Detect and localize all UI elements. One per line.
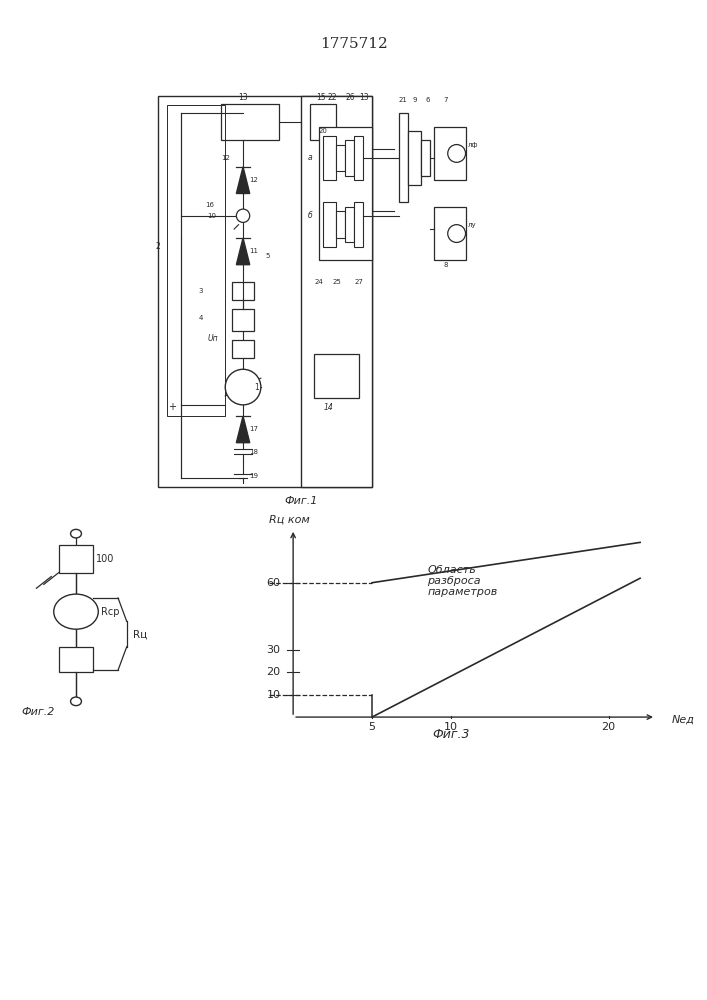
Bar [301,96,372,487]
Text: 18: 18 [250,449,259,455]
Text: 13: 13 [358,93,368,102]
Bar [232,340,254,358]
Circle shape [448,225,465,242]
Text: Rц: Rц [133,629,147,639]
Bar [434,207,465,260]
Text: 11: 11 [250,248,259,254]
Text: +: + [168,402,176,412]
Bar [59,647,93,672]
Text: 8: 8 [443,262,448,268]
Bar [314,354,358,398]
Bar [323,136,337,180]
Text: 2: 2 [156,242,160,251]
Circle shape [236,209,250,222]
Text: 100: 100 [96,554,114,564]
Text: 12: 12 [221,155,230,161]
Bar [310,104,337,140]
Bar [59,545,93,573]
Text: 15: 15 [317,93,326,102]
Circle shape [71,697,81,706]
Text: 19: 19 [250,473,259,479]
Bar [221,104,279,140]
Text: Rц ком: Rц ком [269,514,310,524]
Text: 20: 20 [267,667,281,677]
Text: 6: 6 [426,97,430,103]
Text: б: б [308,211,312,220]
Polygon shape [236,238,250,265]
Text: 22: 22 [327,93,337,102]
Text: 17: 17 [250,426,259,432]
Text: 13: 13 [238,93,248,102]
Text: 25: 25 [332,279,341,286]
Text: 1: 1 [254,383,259,392]
Text: 4: 4 [199,315,203,321]
Bar [399,113,408,202]
Bar [232,282,254,300]
Text: Фиг.3: Фиг.3 [432,728,469,741]
Text: 30: 30 [267,645,281,655]
Polygon shape [236,416,250,443]
Bar [158,96,372,487]
Circle shape [226,369,261,405]
Text: Rср: Rср [101,607,119,617]
Text: 26: 26 [346,93,355,102]
Text: Uп: Uп [207,334,218,343]
Text: 60: 60 [267,578,281,588]
Bar [354,202,363,247]
Bar [408,131,421,185]
Bar [337,211,346,238]
Text: 16: 16 [205,202,214,208]
Text: Фиг.2: Фиг.2 [22,707,55,717]
Bar [434,127,465,180]
Text: 9: 9 [412,97,416,103]
Text: 5: 5 [265,253,269,259]
Circle shape [71,529,81,538]
Text: 20: 20 [319,128,327,134]
Bar [232,309,254,331]
Text: 27: 27 [354,279,363,286]
Bar [346,140,354,176]
Text: 5: 5 [368,722,375,732]
Text: 10: 10 [444,722,458,732]
Text: а: а [308,153,312,162]
Text: лу: лу [468,222,477,228]
Text: 24: 24 [314,279,323,286]
Text: лф: лф [468,142,478,148]
Text: 1775712: 1775712 [320,37,387,51]
Bar [168,104,226,416]
Text: 3: 3 [199,288,203,294]
Text: 14: 14 [323,403,333,412]
Text: 10: 10 [267,690,281,700]
Text: 7: 7 [443,97,448,103]
Bar [337,145,346,171]
Circle shape [54,594,98,629]
Text: 12: 12 [250,177,259,183]
Text: Nед: Nед [672,714,695,724]
Text: Область
разброса
параметров: Область разброса параметров [427,565,498,597]
Text: 21: 21 [399,97,408,103]
Text: 10: 10 [207,213,216,219]
Bar [323,202,337,247]
Circle shape [448,145,465,162]
Bar [346,207,354,242]
Bar [354,136,363,180]
Bar [319,127,372,260]
Text: Фиг.1: Фиг.1 [284,496,317,506]
Polygon shape [236,167,250,194]
Bar [421,140,430,176]
Text: 20: 20 [602,722,616,732]
